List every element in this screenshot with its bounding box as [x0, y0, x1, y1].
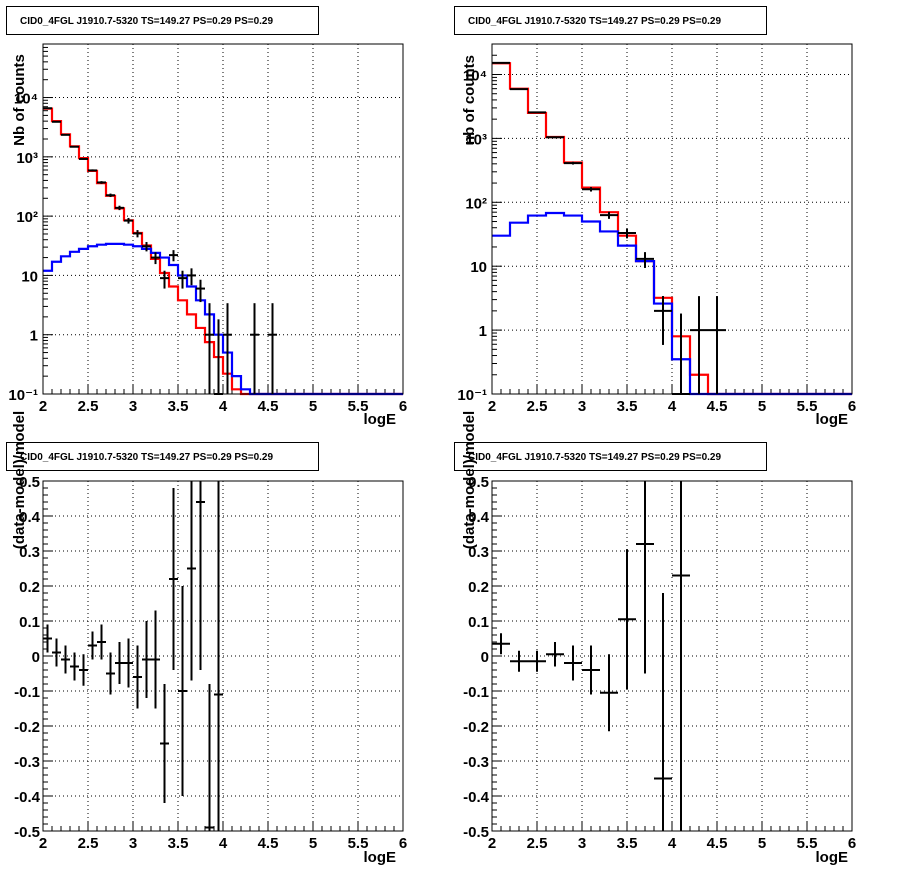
chart-title: CID0_4FGL J1910.7-5320 TS=149.27 PS=0.29…: [468, 452, 721, 463]
chart-panel-2: CID0_4FGL J1910.7-5320 TS=149.27 PS=0.29…: [454, 6, 856, 428]
x-tick-label: 2: [488, 835, 496, 852]
y-tick-label: 10²: [465, 195, 487, 212]
y-tick-label: 0: [32, 649, 40, 666]
x-tick-label: 3.5: [617, 835, 638, 852]
y-tick-label: 0.1: [468, 614, 489, 631]
x-tick-label: 2: [39, 398, 47, 415]
x-tick-label: 5: [309, 398, 317, 415]
y-tick-label: -0.3: [14, 754, 40, 771]
x-tick-label: 2.5: [527, 398, 548, 415]
x-tick-label: 4: [219, 835, 228, 852]
x-tick-label: 4.5: [707, 398, 728, 415]
y-tick-label: 0: [481, 649, 489, 666]
y-axis-label: (data-model)/model: [11, 411, 28, 549]
x-axis-label: logE: [816, 411, 849, 428]
x-tick-label: 5: [309, 835, 317, 852]
x-tick-label: 3.5: [168, 835, 189, 852]
y-axis-label: Nb of counts: [11, 54, 28, 146]
y-tick-label: -0.5: [14, 824, 40, 841]
y-tick-label: 0.3: [468, 544, 489, 561]
y-tick-label: 10⁻¹: [457, 387, 487, 404]
x-tick-label: 3.5: [168, 398, 189, 415]
x-tick-label: 3.5: [617, 398, 638, 415]
plot-frame: [491, 43, 853, 395]
x-tick-label: 6: [848, 398, 856, 415]
y-tick-label: 10²: [16, 209, 38, 226]
title-box: [454, 6, 767, 35]
chart-panel-4: CID0_4FGL J1910.7-5320 TS=149.27 PS=0.29…: [454, 411, 856, 866]
x-tick-label: 4: [668, 398, 677, 415]
y-tick-label: 10⁴: [463, 67, 487, 84]
y-tick-label: 10³: [16, 150, 38, 167]
chart-title: CID0_4FGL J1910.7-5320 TS=149.27 PS=0.29…: [20, 16, 273, 27]
x-axis-label: logE: [364, 411, 397, 428]
y-tick-label: 10⁻¹: [8, 387, 38, 404]
x-tick-label: 2: [488, 398, 496, 415]
y-tick-label: 0.2: [19, 579, 40, 596]
y-tick-label: 0.2: [468, 579, 489, 596]
x-tick-label: 2.5: [78, 398, 99, 415]
y-axis-label: (data-model)/model: [461, 411, 478, 549]
x-axis-label: logE: [364, 849, 397, 866]
x-tick-label: 5.5: [348, 835, 369, 852]
chart-title: CID0_4FGL J1910.7-5320 TS=149.27 PS=0.29…: [468, 16, 721, 27]
y-tick-label: -0.3: [463, 754, 489, 771]
x-tick-label: 3: [129, 398, 137, 415]
y-tick-label: 0.1: [19, 614, 40, 631]
x-tick-label: 6: [399, 835, 407, 852]
y-tick-label: -0.2: [14, 719, 40, 736]
x-tick-label: 2.5: [527, 835, 548, 852]
x-tick-label: 4: [668, 835, 677, 852]
x-tick-label: 3: [129, 835, 137, 852]
y-tick-label: 10³: [465, 131, 487, 148]
y-tick-label: 0.3: [19, 544, 40, 561]
title-box: [6, 6, 319, 35]
x-tick-label: 5.5: [797, 398, 818, 415]
chart-panel-3: CID0_4FGL J1910.7-5320 TS=149.27 PS=0.29…: [6, 411, 407, 866]
y-tick-label: 10: [470, 259, 487, 276]
y-tick-label: 0.5: [19, 474, 40, 491]
plot-frame: [491, 480, 853, 832]
x-tick-label: 5: [758, 398, 766, 415]
x-tick-label: 6: [399, 398, 407, 415]
y-tick-label: 1: [30, 328, 38, 345]
chart-panel-1: CID0_4FGL J1910.7-5320 TS=149.27 PS=0.29…: [6, 6, 407, 428]
x-tick-label: 2: [39, 835, 47, 852]
y-tick-label: 0.4: [19, 509, 41, 526]
x-tick-label: 4.5: [707, 835, 728, 852]
chart-title: CID0_4FGL J1910.7-5320 TS=149.27 PS=0.29…: [20, 452, 273, 463]
x-tick-label: 2.5: [78, 835, 99, 852]
title-box: [454, 442, 767, 471]
x-tick-label: 4.5: [258, 398, 279, 415]
plot-frame: [42, 43, 404, 395]
x-tick-label: 3: [578, 398, 586, 415]
x-tick-label: 4: [219, 398, 228, 415]
y-tick-label: -0.2: [463, 719, 489, 736]
x-tick-label: 5.5: [797, 835, 818, 852]
plot-frame: [42, 480, 404, 832]
y-tick-label: -0.4: [463, 789, 490, 806]
y-tick-label: -0.5: [463, 824, 489, 841]
y-tick-label: 10⁴: [14, 91, 38, 108]
y-tick-label: -0.4: [14, 789, 41, 806]
y-tick-label: 10: [21, 268, 38, 285]
y-tick-label: 0.5: [468, 474, 489, 491]
x-tick-label: 4.5: [258, 835, 279, 852]
x-axis-label: logE: [816, 849, 849, 866]
title-box: [6, 442, 319, 471]
x-tick-label: 5: [758, 835, 766, 852]
y-axis-label: nb of counts: [461, 55, 478, 145]
y-tick-label: -0.1: [463, 684, 489, 701]
x-tick-label: 6: [848, 835, 856, 852]
y-tick-label: -0.1: [14, 684, 40, 701]
y-tick-label: 1: [479, 323, 487, 340]
x-tick-label: 3: [578, 835, 586, 852]
x-tick-label: 5.5: [348, 398, 369, 415]
y-tick-label: 0.4: [468, 509, 490, 526]
